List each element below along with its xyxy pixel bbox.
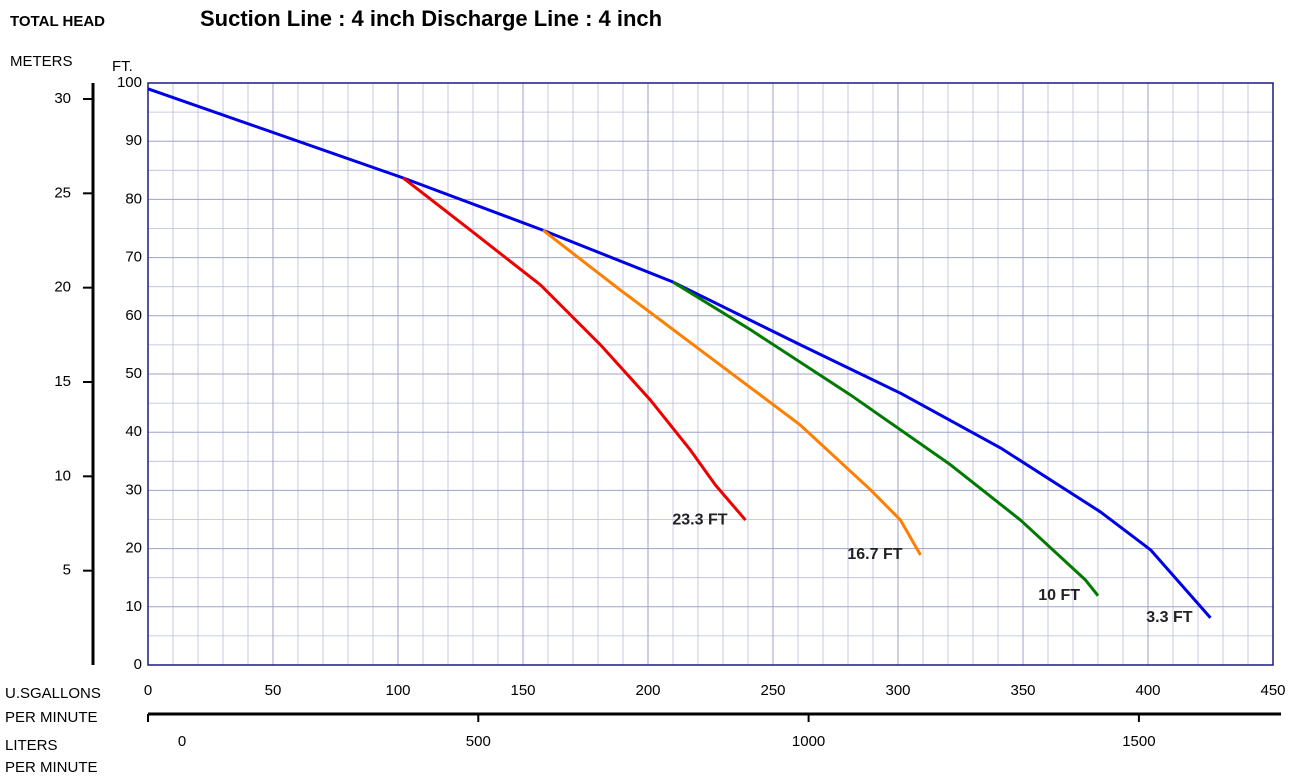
- series-label: 23.3 FT: [672, 511, 727, 528]
- y2-tick-label: 20: [54, 279, 71, 296]
- y-tick-label: 70: [125, 249, 142, 266]
- x2-tick-label: 0: [178, 733, 186, 750]
- y-tick-label: 10: [125, 598, 142, 615]
- y-tick-label: 100: [117, 74, 142, 91]
- series-label: 10 FT: [1038, 587, 1080, 604]
- x-tick-label: 300: [885, 682, 910, 699]
- series-label: 16.7 FT: [847, 546, 902, 563]
- y2-tick-label: 15: [54, 373, 71, 390]
- x-tick-label: 100: [385, 682, 410, 699]
- series-line: [542, 229, 922, 556]
- plot-border: [147, 82, 1274, 666]
- x-tick-label: 350: [1010, 682, 1035, 699]
- series-line: [147, 87, 1212, 619]
- series-line: [402, 176, 747, 522]
- y-tick-label: 80: [125, 190, 142, 207]
- x-tick-label: 0: [144, 682, 152, 699]
- y-label: TOTAL HEAD: [10, 13, 105, 30]
- y-tick-label: 50: [125, 365, 142, 382]
- y2-tick-label: 25: [54, 184, 71, 201]
- y-tick-label: 40: [125, 423, 142, 440]
- series-line: [672, 280, 1100, 597]
- x-tick-label: 150: [510, 682, 535, 699]
- y-tick-label: 20: [125, 540, 142, 557]
- y2-label: METERS: [10, 53, 73, 70]
- x-tick-label: 250: [760, 682, 785, 699]
- y-unit: FT.: [112, 58, 133, 75]
- x-tick-label: 450: [1260, 682, 1285, 699]
- y2-tick-label: 10: [54, 467, 71, 484]
- chart-title: Suction Line : 4 inch Discharge Line : 4…: [200, 6, 662, 31]
- y-tick-label: 30: [125, 481, 142, 498]
- y-tick-label: 0: [134, 656, 142, 673]
- y2-tick-label: 30: [54, 90, 71, 107]
- series-label: 3.3 FT: [1146, 609, 1192, 626]
- x-label: PER MINUTE: [5, 709, 98, 726]
- x-tick-label: 200: [635, 682, 660, 699]
- y2-tick-label: 5: [63, 562, 71, 579]
- x2-tick-label: 500: [466, 733, 491, 750]
- y-tick-label: 90: [125, 132, 142, 149]
- x2-tick-label: 1500: [1122, 733, 1155, 750]
- x2-label: LITERS: [5, 737, 58, 754]
- x-tick-label: 400: [1135, 682, 1160, 699]
- x2-tick-label: 1000: [792, 733, 825, 750]
- y-tick-label: 60: [125, 307, 142, 324]
- x-label: U.SGALLONS: [5, 685, 101, 702]
- x-tick-label: 50: [265, 682, 282, 699]
- x2-label: PER MINUTE: [5, 759, 98, 776]
